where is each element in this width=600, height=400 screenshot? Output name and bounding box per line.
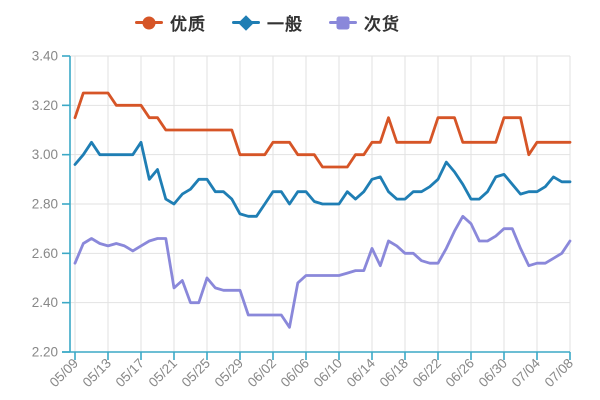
square-marker-icon bbox=[329, 14, 357, 32]
y-axis-label: 2.40 bbox=[32, 295, 58, 310]
legend-item-label: 一般 bbox=[267, 15, 303, 34]
y-axis-label: 3.40 bbox=[32, 49, 58, 64]
legend-item-yiban[interactable]: 一般 bbox=[232, 10, 303, 35]
series bbox=[73, 91, 572, 329]
x-axis-label: 05/29 bbox=[212, 356, 247, 391]
y-axis-label: 2.20 bbox=[32, 345, 58, 360]
x-axis-label: 06/06 bbox=[278, 356, 313, 391]
y-axis-label: 3.20 bbox=[32, 98, 58, 113]
diamond-marker-icon bbox=[232, 14, 260, 32]
legend-item-label: 次货 bbox=[364, 15, 400, 34]
x-axis-label: 05/09 bbox=[47, 356, 82, 391]
x-axis-label: 06/26 bbox=[443, 356, 478, 391]
legend: 优质 一般 次货 bbox=[135, 10, 400, 35]
x-axis-label: 05/17 bbox=[113, 356, 148, 391]
y-axis-label: 2.80 bbox=[32, 197, 58, 212]
series-line-2 bbox=[73, 140, 572, 218]
x-axis-label: 05/21 bbox=[146, 356, 181, 391]
legend-item-cihuo[interactable]: 次货 bbox=[329, 10, 400, 35]
legend-item-youzhi[interactable]: 优质 bbox=[135, 10, 206, 35]
legend-item-label: 优质 bbox=[170, 15, 206, 34]
x-axis-label: 06/22 bbox=[410, 356, 445, 391]
x-axis-label: 06/02 bbox=[245, 356, 280, 391]
x-axis-label: 06/30 bbox=[476, 356, 511, 391]
y-axis-label: 3.00 bbox=[32, 147, 58, 162]
series-line-3 bbox=[73, 214, 572, 329]
x-axis-label: 06/10 bbox=[311, 356, 346, 391]
x-axis-label: 07/08 bbox=[542, 356, 577, 391]
x-axis-label: 06/14 bbox=[344, 355, 379, 390]
x-axis-label: 07/04 bbox=[509, 355, 544, 390]
series-line-1 bbox=[73, 91, 572, 169]
x-axis-label: 06/18 bbox=[377, 356, 412, 391]
axes bbox=[62, 55, 571, 360]
x-axis-label: 05/13 bbox=[80, 356, 115, 391]
x-axis-label: 05/25 bbox=[179, 356, 214, 391]
y-axis-label: 2.60 bbox=[32, 246, 58, 261]
circle-marker-icon bbox=[135, 14, 163, 32]
